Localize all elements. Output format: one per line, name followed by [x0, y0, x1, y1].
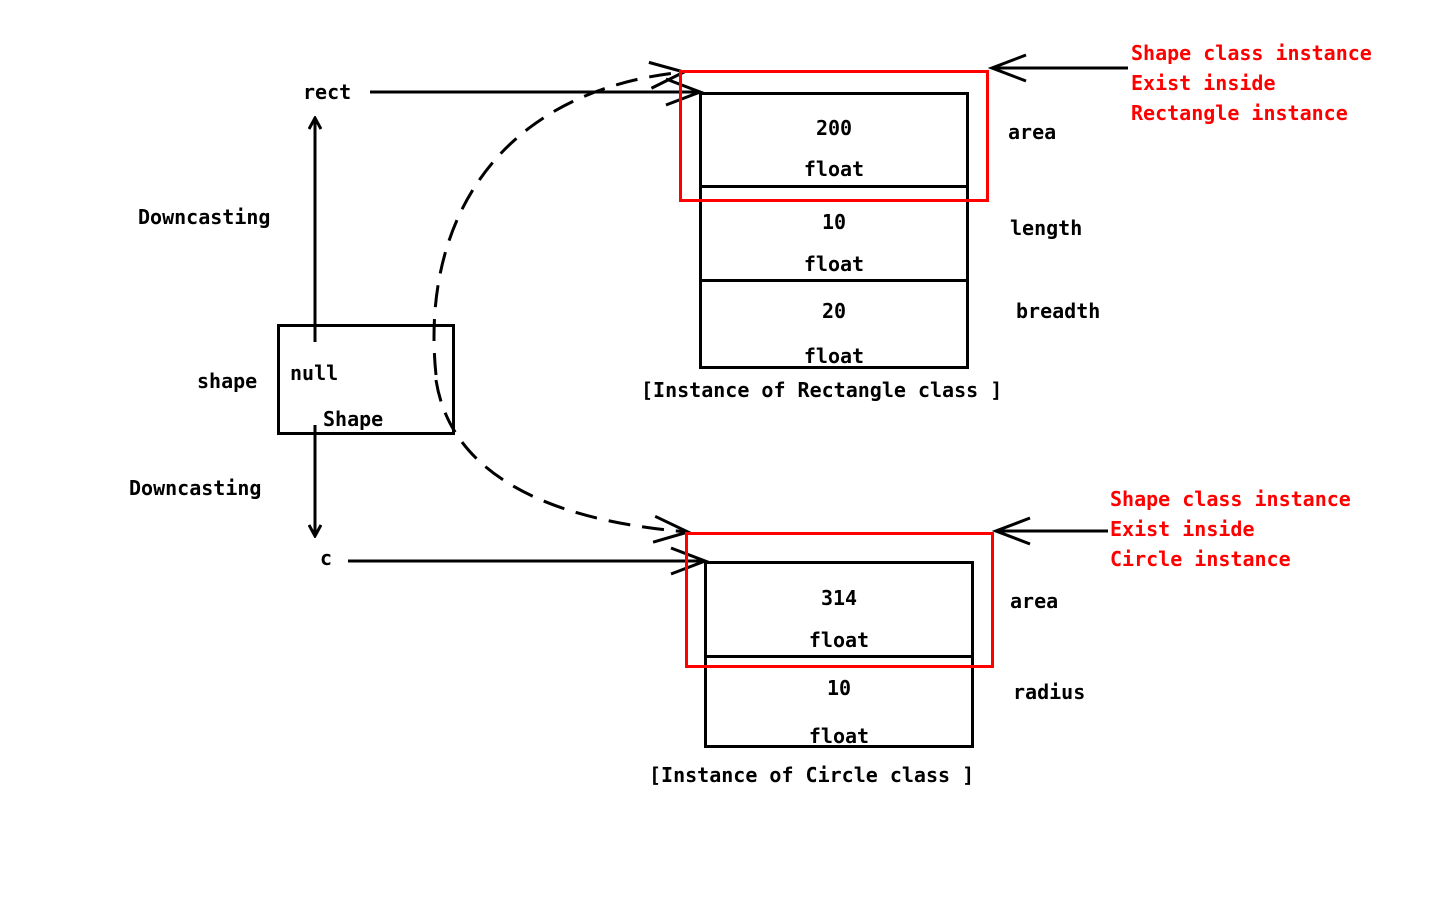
circle-field-name-area: area — [1010, 589, 1059, 613]
shape-to-circle-dashed-arrow — [434, 379, 688, 532]
shape-reference-label: shape — [197, 369, 258, 393]
rectangle-field-length: 10 float — [702, 185, 966, 279]
rectangle-note-line-2: Exist inside — [1131, 71, 1276, 95]
rectangle-note-line-3: Rectangle instance — [1131, 101, 1348, 125]
rectangle-instance-box: 200 float 10 float 20 float — [699, 92, 969, 369]
circle-shape-highlight — [685, 532, 994, 668]
field-type: float — [803, 157, 865, 181]
rectangle-field-name-length: length — [1010, 216, 1083, 240]
rectangle-caption: [Instance of Rectangle class ] — [641, 378, 1003, 402]
field-value: 314 — [820, 586, 858, 610]
field-type: float — [803, 252, 865, 276]
downcasting-label-lower: Downcasting — [129, 476, 262, 500]
shape-value: null — [290, 361, 339, 385]
rect-reference-label: rect — [303, 80, 352, 104]
shape-type: Shape — [323, 407, 384, 431]
field-type: float — [808, 724, 870, 748]
field-value: 10 — [821, 210, 847, 234]
rectangle-field-breadth: 20 float — [702, 279, 966, 369]
rectangle-field-area: 200 float — [702, 95, 966, 185]
shape-variable-box: null Shape — [277, 324, 455, 435]
circle-caption: [Instance of Circle class ] — [649, 763, 975, 787]
circle-instance-box: 314 float 10 float — [704, 561, 974, 748]
circle-field-name-radius: radius — [1013, 680, 1086, 704]
rectangle-field-name-breadth: breadth — [1016, 299, 1101, 323]
circle-note-line-3: Circle instance — [1110, 547, 1291, 571]
rectangle-field-name-area: area — [1008, 120, 1057, 144]
downcasting-label-upper: Downcasting — [138, 205, 271, 229]
rectangle-shape-highlight — [679, 70, 989, 202]
field-type: float — [803, 344, 865, 368]
rectangle-note-line-1: Shape class instance — [1131, 41, 1372, 65]
circle-note-line-2: Exist inside — [1110, 517, 1255, 541]
circle-note-line-1: Shape class instance — [1110, 487, 1351, 511]
field-value: 20 — [821, 299, 847, 323]
circle-field-area: 314 float — [707, 564, 971, 655]
field-value: 200 — [815, 116, 853, 140]
field-type: float — [808, 628, 870, 652]
c-reference-label: c — [320, 546, 333, 570]
circle-field-radius: 10 float — [707, 655, 971, 748]
field-value: 10 — [826, 676, 852, 700]
shape-to-rectangle-dashed-arrow — [432, 72, 684, 376]
